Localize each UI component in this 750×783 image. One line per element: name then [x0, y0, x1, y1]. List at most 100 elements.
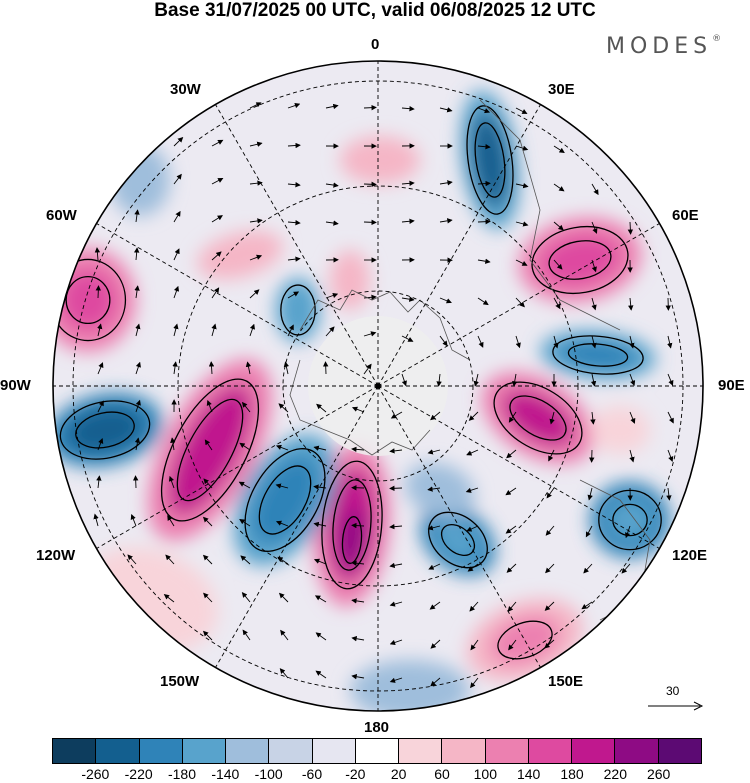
wind-arrow	[439, 180, 453, 186]
anomaly-shading	[340, 136, 420, 184]
wind-arrow	[439, 107, 453, 113]
wind-arrow	[477, 107, 491, 114]
height-contour	[493, 381, 583, 455]
wind-arrow	[275, 483, 289, 489]
wind-arrow	[93, 513, 99, 527]
wind-arrow	[439, 335, 448, 347]
wind-arrow	[173, 210, 181, 223]
wind-arrow	[351, 522, 365, 529]
wind-arrow	[211, 139, 224, 147]
wind-arrow	[506, 449, 517, 459]
wind-arrow	[287, 256, 301, 262]
colorbar-label: 180	[560, 766, 584, 782]
wind-arrow	[549, 411, 555, 425]
wind-arrow	[505, 487, 517, 496]
wind-arrow	[469, 601, 479, 612]
wind-arrow	[544, 639, 555, 649]
label-lon-30w: 30W	[170, 81, 201, 98]
registered-mark: ®	[712, 33, 722, 44]
colorbar-label: -100	[254, 766, 283, 782]
wind-arrow	[315, 632, 327, 641]
colorbar-segment-0	[53, 739, 97, 763]
label-lon-150e: 150E	[548, 673, 584, 690]
colorbar-segment-3	[182, 739, 227, 763]
wind-arrow	[583, 563, 593, 574]
wind-arrow	[389, 485, 403, 492]
label-lon-0: 0	[371, 36, 380, 53]
wind-arrow	[249, 323, 255, 337]
height-contour	[548, 240, 612, 280]
wind-arrow	[427, 525, 441, 531]
wind-arrow	[97, 323, 103, 337]
wind-arrow	[553, 145, 565, 153]
anomaly-shading	[590, 406, 650, 454]
wind-arrow	[621, 563, 631, 574]
anomaly-shading	[197, 230, 283, 280]
height-contour	[440, 523, 476, 557]
meridian-line	[377, 220, 665, 387]
wind-arrow	[401, 373, 407, 387]
wind-arrow	[132, 475, 139, 489]
wind-arrow	[401, 180, 415, 187]
wind-arrow	[466, 525, 479, 532]
page-title: Base 31/07/2025 00 UTC, valid 06/08/2025…	[154, 0, 596, 21]
label-lon-90e: 90E	[718, 377, 745, 394]
height-contour	[567, 343, 629, 367]
wind-arrow	[325, 326, 335, 337]
wind-arrow	[667, 411, 674, 424]
colorbar-segment-5	[269, 739, 313, 763]
height-contour	[244, 448, 326, 552]
wind-arrow	[627, 221, 634, 235]
colorbar-label: 20	[390, 766, 407, 782]
wind-arrow	[241, 401, 251, 413]
wind-arrow	[127, 554, 137, 565]
height-contour	[552, 335, 644, 375]
wind-arrow	[249, 289, 260, 299]
wind-arrow	[363, 181, 377, 188]
colorbar-labels: -260 -220 -180 -140 -100 -60 -20 20 60 100 140 180 2…	[0, 766, 750, 782]
anomaly-shading	[168, 385, 252, 515]
wind-arrow	[249, 218, 263, 224]
wind-arrow	[275, 520, 289, 527]
wind-arrow	[287, 324, 294, 337]
colorbar-segment-13	[615, 739, 659, 763]
wind-arrow	[313, 558, 327, 565]
wind-arrow	[173, 136, 184, 147]
anomaly-shading	[502, 389, 574, 447]
wind-arrow	[436, 373, 442, 387]
colorbar-segment-11	[528, 739, 573, 763]
label-lon-60w: 60W	[46, 207, 77, 224]
wind-arrow	[363, 331, 377, 337]
modes-logo: MODES®	[606, 34, 721, 59]
wind-arrow	[203, 478, 213, 489]
wind-arrow	[133, 247, 140, 261]
anomaly-shading	[330, 250, 370, 310]
anomaly-shading	[276, 278, 320, 342]
wind-arrow	[280, 629, 289, 641]
wind-arrow	[470, 639, 479, 651]
wind-arrow	[390, 411, 403, 419]
anomaly-shading	[252, 456, 318, 544]
height-contour	[332, 479, 372, 571]
wind-arrow	[249, 180, 263, 186]
wind-arrow	[278, 592, 289, 603]
wind-arrow	[625, 525, 631, 539]
wind-arrow	[363, 363, 372, 375]
wind-arrow	[428, 563, 441, 570]
wind-arrow	[278, 403, 289, 413]
wind-arrow	[203, 592, 213, 603]
wind-arrow	[245, 361, 252, 375]
colorbar-segment-14	[658, 739, 701, 763]
colorbar-segment-6	[312, 739, 356, 763]
wind-arrow	[351, 560, 365, 566]
anomaly-shading	[110, 144, 170, 216]
colorbar-label: -140	[211, 766, 240, 782]
wind-arrow	[667, 373, 674, 386]
wind-arrow	[628, 297, 634, 311]
wind-arrow	[591, 221, 598, 234]
wind-arrow	[130, 513, 137, 527]
wind-arrow	[316, 403, 327, 413]
wind-arrow	[204, 439, 213, 451]
wind-arrow	[466, 449, 479, 456]
wind-arrow	[505, 525, 517, 534]
